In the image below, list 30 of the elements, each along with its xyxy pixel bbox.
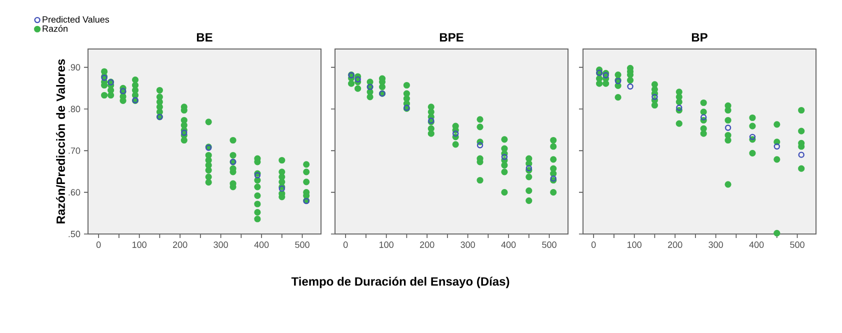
x-tick-label: 100	[628, 242, 642, 248]
x-tick-label: 300	[214, 242, 228, 248]
x-tick-label: 200	[668, 242, 682, 248]
y-tick-label: .60	[68, 189, 80, 196]
x-tick-label: 400	[501, 242, 516, 248]
x-tick-label: 200	[420, 242, 434, 248]
x-tick-label: 200	[173, 242, 188, 248]
legend-label: Razón	[42, 25, 68, 32]
chart-title: BPE	[440, 33, 464, 42]
x-tick-label: 500	[295, 242, 310, 248]
x-axis-title: Tiempo de Duración del Ensayo (Días)	[291, 276, 510, 288]
y-tick-label: .70	[68, 147, 80, 154]
y-tick-label: .90	[68, 64, 80, 71]
x-tick-label: 500	[790, 242, 804, 248]
x-tick-label: 300	[460, 242, 475, 248]
y-tick-label: .50	[68, 230, 80, 238]
x-tick-label: 100	[380, 242, 394, 248]
x-tick-label: 0	[591, 242, 596, 248]
x-tick-label: 0	[96, 242, 101, 248]
y-tick-label: .80	[68, 106, 80, 112]
x-tick-label: 400	[254, 242, 269, 248]
x-tick-label: 500	[542, 242, 556, 248]
chart-title: BE	[196, 33, 212, 42]
y-axis-title: Razón/Predicción de Valores	[56, 59, 66, 224]
chart-title: BP	[692, 33, 708, 42]
x-tick-label: 300	[708, 242, 723, 248]
legend-label: Predicted Values	[42, 16, 110, 23]
x-tick-label: 100	[132, 242, 146, 248]
x-tick-label: 0	[343, 242, 348, 248]
x-tick-label: 400	[749, 242, 764, 248]
